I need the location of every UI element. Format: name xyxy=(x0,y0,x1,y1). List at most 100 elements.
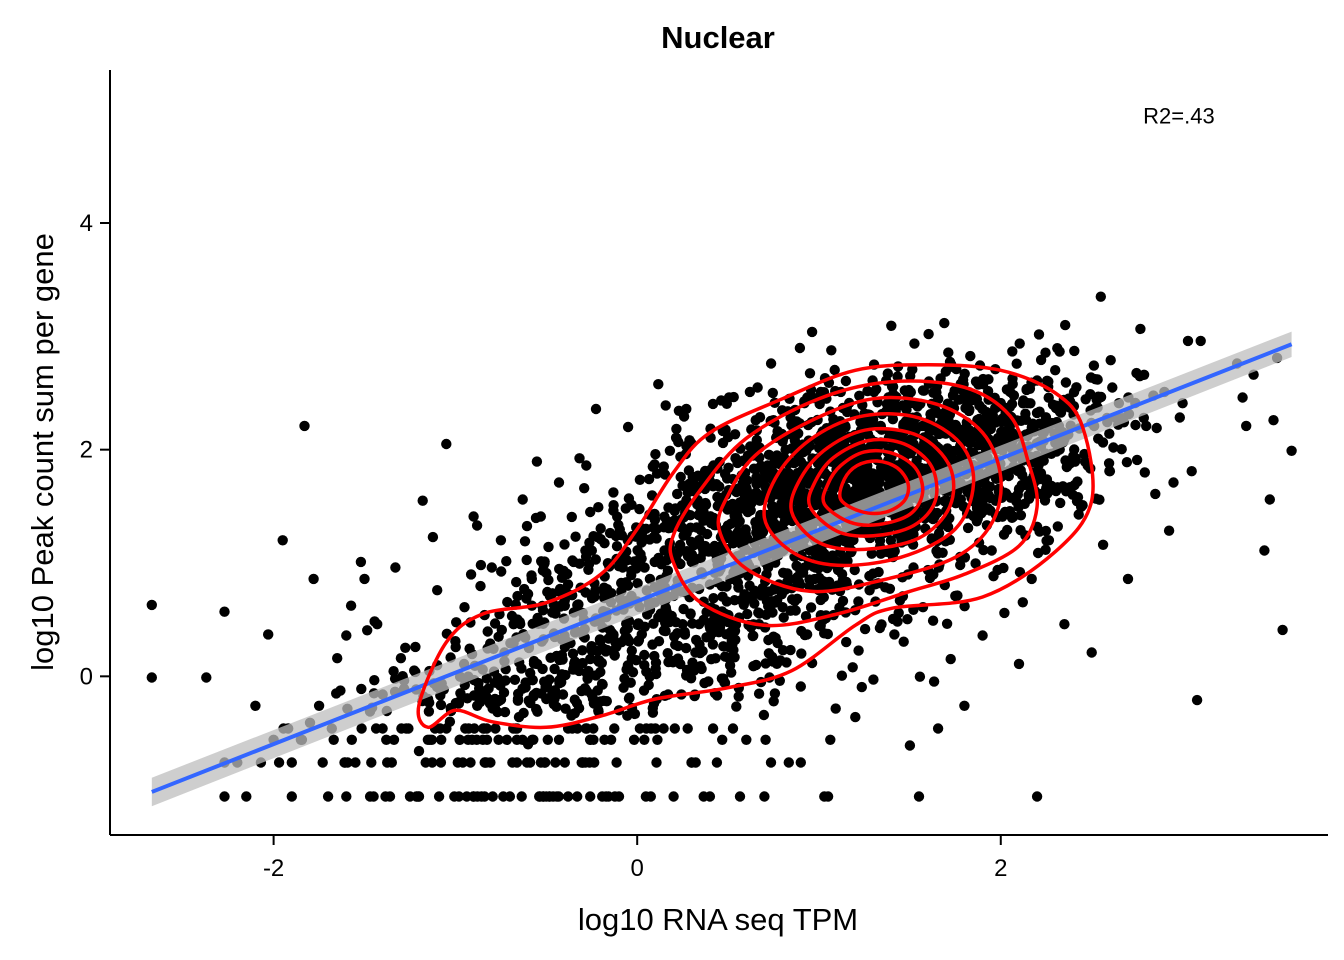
data-point xyxy=(795,681,806,692)
data-point xyxy=(837,595,849,607)
data-point xyxy=(777,602,788,613)
data-point xyxy=(853,596,864,607)
data-point xyxy=(585,791,596,802)
data-point xyxy=(1054,406,1066,417)
data-point xyxy=(894,595,906,606)
data-point xyxy=(749,488,761,500)
data-point xyxy=(496,566,507,577)
data-point xyxy=(577,645,588,656)
data-point xyxy=(537,605,549,616)
data-point xyxy=(457,757,468,768)
data-point xyxy=(1174,412,1186,423)
data-point xyxy=(726,618,738,629)
data-point xyxy=(959,432,970,443)
data-point xyxy=(413,745,425,757)
data-point xyxy=(1007,346,1018,357)
data-point xyxy=(511,734,523,745)
data-point xyxy=(945,653,956,665)
data-point xyxy=(650,723,661,734)
data-point xyxy=(1108,442,1119,453)
data-point xyxy=(965,350,976,362)
data-point xyxy=(516,791,527,802)
data-point xyxy=(683,465,695,476)
data-point xyxy=(454,734,465,745)
data-point xyxy=(775,655,786,666)
data-point xyxy=(884,583,896,594)
data-point xyxy=(590,670,602,681)
data-point xyxy=(508,619,519,630)
data-point xyxy=(973,497,984,509)
data-point xyxy=(651,468,663,479)
data-point xyxy=(1131,454,1143,466)
data-point xyxy=(674,540,685,551)
data-point xyxy=(628,734,640,745)
data-point xyxy=(589,757,600,768)
data-point xyxy=(978,544,989,556)
data-point xyxy=(798,498,810,510)
data-point xyxy=(568,556,579,568)
data-point xyxy=(913,791,925,802)
data-point xyxy=(1130,419,1141,431)
data-point xyxy=(927,615,939,626)
data-point xyxy=(435,757,447,768)
data-point xyxy=(604,624,616,636)
data-point xyxy=(805,602,817,613)
data-point xyxy=(607,645,619,657)
data-point xyxy=(758,709,770,721)
data-point xyxy=(732,577,743,588)
data-point xyxy=(562,579,574,590)
data-point xyxy=(1122,573,1134,585)
data-point xyxy=(595,696,606,707)
data-point xyxy=(787,594,798,605)
data-point xyxy=(1017,469,1028,481)
data-point xyxy=(1002,524,1013,536)
data-point xyxy=(453,698,465,709)
data-point xyxy=(626,653,637,664)
data-point xyxy=(544,590,556,602)
data-point xyxy=(453,791,465,802)
data-point xyxy=(704,620,715,631)
data-point xyxy=(722,504,733,515)
data-point xyxy=(690,647,701,658)
data-point xyxy=(687,657,698,668)
data-point xyxy=(487,791,498,802)
data-point xyxy=(862,429,874,440)
data-point xyxy=(722,432,734,443)
data-point xyxy=(471,520,483,531)
data-point xyxy=(660,603,672,614)
data-point xyxy=(599,587,610,599)
data-point xyxy=(887,613,899,625)
data-point xyxy=(726,636,737,647)
density-contour xyxy=(789,426,956,552)
data-point xyxy=(498,687,510,698)
data-point xyxy=(317,757,328,768)
data-point xyxy=(677,480,688,491)
data-point xyxy=(682,723,693,734)
data-point xyxy=(486,562,497,573)
data-point xyxy=(853,645,864,656)
data-point xyxy=(999,607,1010,619)
data-point xyxy=(695,552,706,564)
data-point xyxy=(475,580,486,592)
data-point xyxy=(555,673,567,684)
data-point xyxy=(632,619,643,631)
data-point xyxy=(726,667,737,678)
data-point xyxy=(708,547,720,558)
data-point xyxy=(825,734,836,745)
data-point xyxy=(609,723,620,734)
data-point xyxy=(1268,415,1279,426)
data-point xyxy=(550,757,561,768)
data-point xyxy=(622,710,633,721)
y-ticks: 0 2 4 xyxy=(80,210,110,690)
data-point xyxy=(1033,329,1045,340)
data-point xyxy=(638,685,650,696)
data-point xyxy=(639,562,650,573)
data-point xyxy=(866,548,877,559)
data-point xyxy=(713,627,724,638)
data-point xyxy=(366,757,377,768)
data-point xyxy=(794,342,806,354)
data-point xyxy=(1031,407,1043,419)
data-point xyxy=(744,580,755,591)
data-point xyxy=(769,489,781,500)
data-point xyxy=(608,487,619,498)
